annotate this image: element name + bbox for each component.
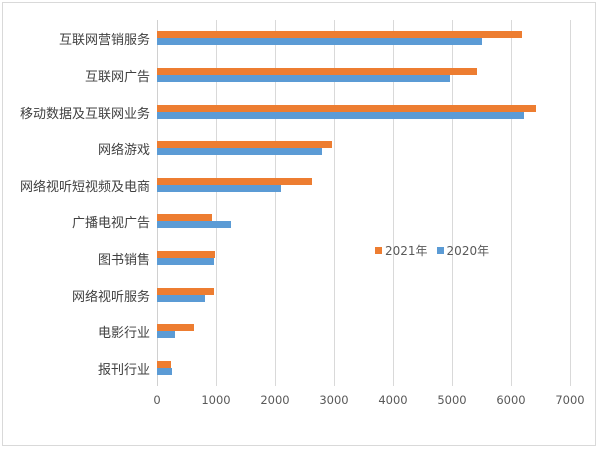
category-label: 网络游戏	[97, 143, 150, 159]
gridline	[275, 20, 276, 386]
category-label: 互联网营销服务	[58, 33, 150, 49]
bar-2020	[157, 257, 214, 265]
bar-2020	[157, 148, 322, 156]
bar-2020	[157, 367, 173, 375]
x-tick-label: 0	[153, 393, 161, 407]
bar-2021	[157, 67, 478, 75]
category-label: 互联网广告	[84, 69, 150, 85]
gridline	[216, 20, 217, 386]
category-label: 电影行业	[97, 326, 150, 342]
bar-2021	[157, 324, 194, 332]
plot-area	[157, 20, 571, 386]
x-tick-label: 5000	[437, 393, 467, 407]
bar-2020	[157, 111, 524, 119]
bar-2020	[157, 38, 482, 46]
legend: 2021年 2020年	[375, 242, 498, 259]
gridline	[393, 20, 394, 386]
bar-2021	[157, 104, 536, 112]
bar-2021	[157, 250, 215, 258]
category-label: 网络视听短视频及电商	[19, 179, 150, 195]
x-tick-label: 3000	[319, 393, 349, 407]
bar-2020	[157, 221, 232, 229]
gridline	[334, 20, 335, 386]
legend-item-2021: 2021年	[375, 242, 428, 259]
gridline	[570, 20, 571, 386]
bar-2020	[157, 331, 175, 339]
legend-swatch-2020	[436, 247, 444, 254]
category-label: 报刊行业	[97, 362, 150, 378]
category-label: 图书销售	[97, 252, 150, 268]
legend-label-2021: 2021年	[385, 244, 428, 258]
x-tick-label: 7000	[555, 393, 585, 407]
legend-item-2020: 2020年	[436, 242, 490, 259]
bar-2020	[157, 184, 281, 192]
x-tick-label: 4000	[378, 393, 408, 407]
legend-swatch-2021	[375, 247, 382, 254]
gridline	[452, 20, 453, 386]
bar-2021	[157, 214, 212, 222]
x-tick-label: 6000	[496, 393, 526, 407]
bar-2021	[157, 287, 214, 295]
gridline	[511, 20, 512, 386]
legend-label-2020: 2020年	[446, 244, 490, 258]
bar-2021	[157, 31, 523, 39]
y-axis-line	[157, 20, 158, 386]
bar-2021	[157, 360, 172, 368]
bar-2020	[157, 74, 450, 82]
category-label: 网络视听服务	[71, 289, 150, 305]
bar-2021	[157, 141, 332, 149]
bar-2020	[157, 294, 206, 302]
category-label: 移动数据及互联网业务	[19, 106, 150, 122]
x-tick-label: 2000	[260, 393, 290, 407]
category-label: 广播电视广告	[71, 216, 150, 232]
x-tick-label: 1000	[201, 393, 231, 407]
bar-2021	[157, 177, 312, 185]
